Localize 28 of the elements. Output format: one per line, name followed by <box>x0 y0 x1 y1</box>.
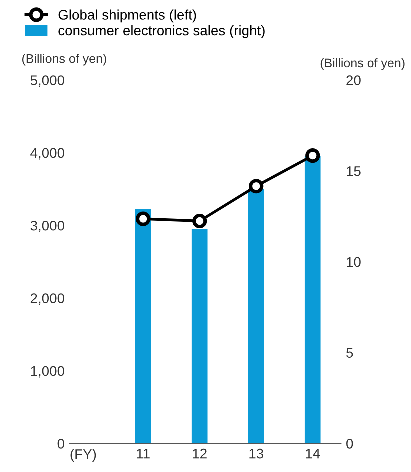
x-tick-label: 11 <box>137 449 150 459</box>
bar <box>135 209 152 444</box>
y-tick-label: 0 <box>58 439 64 449</box>
point <box>136 212 151 226</box>
y2-tick-label: 0 <box>346 439 354 449</box>
x-tick-label: 14 <box>306 449 320 459</box>
y-tick-label: 3,000 <box>30 220 64 232</box>
y-axis-title: (Billions of yen) <box>22 54 106 66</box>
x-tick-label: 12 <box>193 448 207 459</box>
bar <box>304 156 321 444</box>
x-axis-title: (FY) <box>70 449 96 462</box>
point <box>192 214 208 229</box>
y2-tick-label: 15 <box>347 166 361 176</box>
point <box>249 179 264 194</box>
bar <box>192 229 208 444</box>
y2-tick-label: 10 <box>347 257 361 268</box>
y-tick-label: 1,000 <box>31 366 64 378</box>
y2-axis-title: (Billions of yen) <box>320 58 405 70</box>
legend-label: Global shipments (left) <box>58 10 196 23</box>
x-tick-label: 13 <box>250 448 264 459</box>
y2-tick-label: 5 <box>346 348 354 358</box>
point <box>306 148 320 164</box>
y-tick-label: 4,000 <box>30 148 64 160</box>
y-tick-label: 5,000 <box>30 76 64 88</box>
bar <box>248 189 264 444</box>
y2-tick-label: 20 <box>346 76 361 86</box>
y-tick-label: 2,000 <box>30 294 64 306</box>
legend-label: consumer electronics sales (right) <box>58 25 265 38</box>
